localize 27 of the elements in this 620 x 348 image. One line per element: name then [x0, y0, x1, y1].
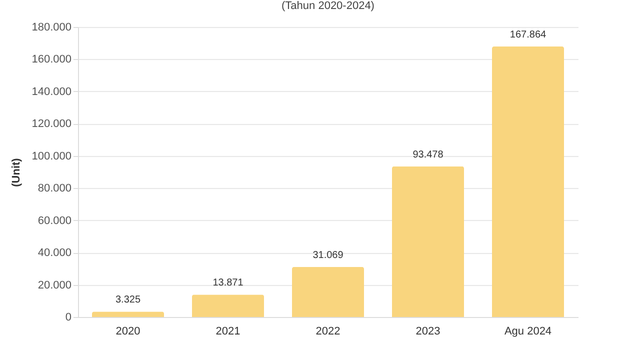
x-tick-label: 2023: [416, 326, 440, 338]
y-tick-label: 60.000: [38, 214, 72, 227]
y-tick-label: 140.000: [32, 86, 72, 98]
bar: [392, 166, 464, 317]
data-label: 31.069: [312, 250, 344, 261]
y-tick-label: 20.000: [38, 279, 72, 292]
x-tick-label: 2020: [116, 326, 140, 338]
bar: [492, 46, 564, 317]
x-tick-label: 2022: [316, 326, 340, 338]
y-tick-label: 40.000: [38, 247, 72, 260]
bar: [192, 294, 264, 317]
bar: [92, 312, 164, 317]
y-tick-label: 100.000: [32, 150, 72, 162]
data-label: 167.864: [510, 30, 547, 41]
y-axis-title: (Unit): [10, 158, 23, 187]
y-tick-label: 120.000: [32, 118, 72, 130]
bar: [292, 266, 364, 317]
chart-subtitle: (Tahun 2020-2024): [282, 0, 374, 12]
y-tick-label: 0: [65, 312, 72, 324]
data-label: 3.325: [115, 294, 141, 306]
data-label: 13.871: [212, 278, 244, 289]
data-label: 93.478: [412, 149, 444, 160]
x-tick-label: Agu 2024: [504, 326, 552, 338]
y-tick-label: 80.000: [38, 182, 72, 195]
x-tick-label: 2021: [216, 326, 240, 338]
y-tick-label: 180.000: [32, 22, 72, 34]
y-tick-label: 160.000: [32, 54, 72, 66]
